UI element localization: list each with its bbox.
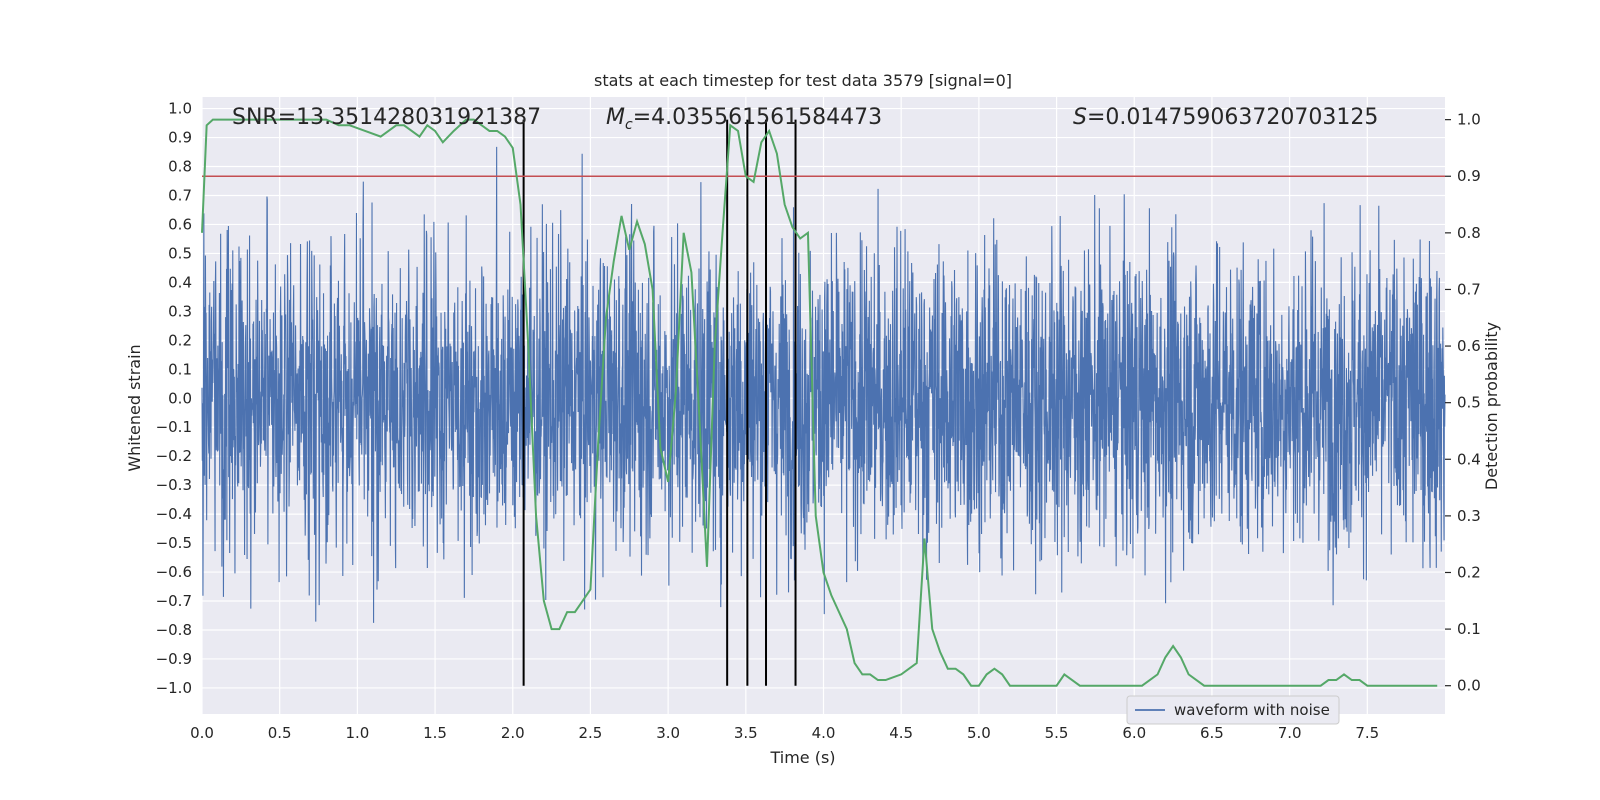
left-y-tick-label: −0.3 <box>156 476 192 494</box>
left-y-tick-label: −1.0 <box>156 679 192 697</box>
mc-subscript: c <box>625 117 633 133</box>
left-y-tick-label: 0.8 <box>168 158 192 176</box>
right-y-tick-label: 0.2 <box>1457 563 1481 581</box>
vertical-markers <box>522 119 797 686</box>
left-y-tick-label: 0.5 <box>168 244 192 262</box>
left-y-tick-label: 0.1 <box>168 360 192 378</box>
right-y-tick-label: 0.1 <box>1457 620 1481 638</box>
left-y-tick-label: −0.7 <box>156 592 192 610</box>
right-y-tick-label: 0.6 <box>1457 337 1481 355</box>
waveform-series <box>201 146 1446 623</box>
chirp-mass-annotation: Mc=4.035561561584473 <box>606 105 882 133</box>
x-tick-label: 4.5 <box>889 724 913 742</box>
left-y-axis-label: Whitened strain <box>125 344 144 471</box>
legend: waveform with noise <box>1126 695 1340 725</box>
right-y-axis-ticks: 1.0 0.9 0.8 0.7 0.6 0.5 0.4 0.3 0.2 0.1 0.0 <box>1445 111 1481 695</box>
x-tick-label: 3.0 <box>656 724 680 742</box>
x-tick-label: 5.5 <box>1045 724 1069 742</box>
left-y-tick-label: −0.9 <box>156 650 192 668</box>
left-y-axis-ticks: 1.0 0.9 0.8 0.7 0.6 0.5 0.4 0.3 0.2 0.1 0.0 −0.1 −0.… <box>156 100 192 697</box>
waveform-trace <box>201 146 1446 623</box>
right-y-tick-label: 0.5 <box>1457 394 1481 412</box>
left-y-tick-label: 0.9 <box>168 129 192 147</box>
legend-box <box>1126 695 1340 725</box>
x-tick-label: 3.5 <box>734 724 758 742</box>
mc-value: =4.035561561584473 <box>633 105 882 130</box>
x-axis-label: Time (s) <box>769 748 835 767</box>
right-y-tick-label: 0.0 <box>1457 677 1481 695</box>
left-y-tick-label: 0.4 <box>168 273 192 291</box>
x-tick-label: 1.5 <box>423 724 447 742</box>
detection-probability-line <box>201 118 1438 687</box>
x-tick-label: 6.5 <box>1200 724 1224 742</box>
right-y-tick-label: 0.7 <box>1457 280 1481 298</box>
s-annotation: S=0.014759063720703125 <box>1073 105 1378 130</box>
x-tick-label: 0.5 <box>268 724 292 742</box>
left-y-tick-label: 1.0 <box>168 100 192 118</box>
left-y-tick-label: 0.6 <box>168 215 192 233</box>
right-y-tick-label: 0.3 <box>1457 507 1481 525</box>
left-y-tick-label: 0.0 <box>168 389 192 407</box>
left-y-tick-label: −0.4 <box>156 505 192 523</box>
right-y-tick-label: 0.9 <box>1457 167 1481 185</box>
legend-label: waveform with noise <box>1174 701 1330 719</box>
left-y-tick-label: −0.6 <box>156 563 192 581</box>
left-y-tick-label: −0.8 <box>156 621 192 639</box>
right-y-tick-label: 0.8 <box>1457 224 1481 242</box>
x-tick-label: 7.5 <box>1355 724 1379 742</box>
left-y-tick-label: 0.2 <box>168 331 192 349</box>
chart-title: stats at each timestep for test data 357… <box>594 71 1012 90</box>
x-tick-label: 5.0 <box>967 724 991 742</box>
right-y-tick-label: 1.0 <box>1457 111 1481 129</box>
s-value: =0.014759063720703125 <box>1087 105 1378 130</box>
right-y-tick-label: 0.4 <box>1457 450 1481 468</box>
x-tick-label: 1.0 <box>345 724 369 742</box>
x-tick-label: 6.0 <box>1122 724 1146 742</box>
x-tick-label: 2.0 <box>501 724 525 742</box>
left-y-tick-label: −0.1 <box>156 418 192 436</box>
s-symbol: S <box>1073 105 1087 130</box>
x-axis-ticks: 0.0 0.5 1.0 1.5 2.0 2.5 3.0 3.5 4.0 4.5 5.0 5.5 6.0 6… <box>190 724 1379 742</box>
left-y-tick-label: 0.3 <box>168 302 192 320</box>
mc-symbol: M <box>606 105 625 130</box>
left-y-tick-label: −0.5 <box>156 534 192 552</box>
left-y-tick-label: 0.7 <box>168 186 192 204</box>
left-y-tick-label: −0.2 <box>156 447 192 465</box>
x-tick-label: 7.0 <box>1278 724 1302 742</box>
x-tick-label: 2.5 <box>579 724 603 742</box>
x-tick-label: 0.0 <box>190 724 214 742</box>
right-y-axis-label: Detection probability <box>1482 322 1501 490</box>
snr-annotation: SNR=13.351428031921387 <box>232 105 541 130</box>
x-tick-label: 4.0 <box>812 724 836 742</box>
